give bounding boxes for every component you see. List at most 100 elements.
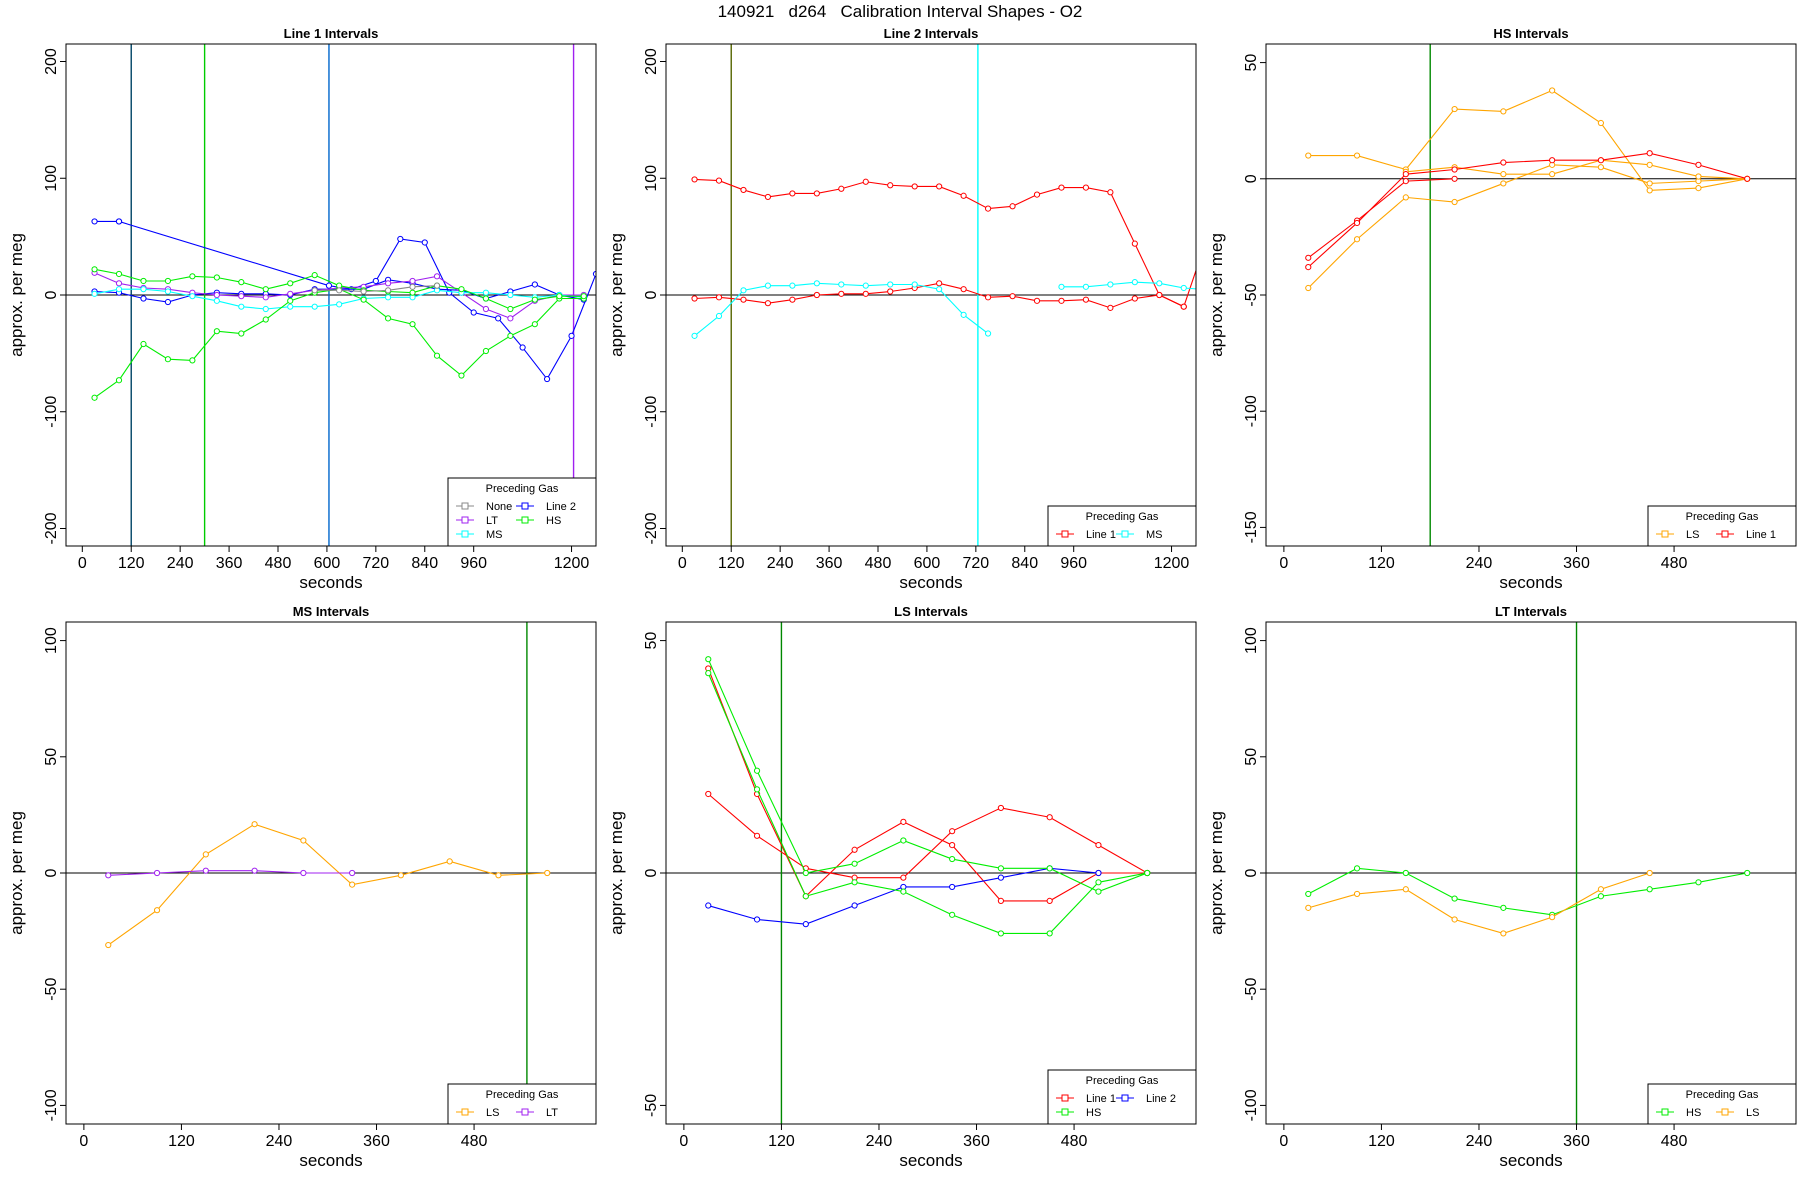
data-point (705, 790, 712, 798)
legend-label: MS (486, 529, 503, 541)
data-point (960, 192, 967, 199)
data-point (802, 869, 809, 877)
data-point (384, 280, 392, 287)
y-axis-label: approx. per meg (7, 233, 26, 357)
data-point (997, 865, 1005, 872)
data-point (91, 290, 98, 297)
series-ls-line (107, 823, 548, 946)
y-axis-label: approx. per meg (7, 811, 26, 935)
data-point (251, 867, 258, 874)
x-tick-label: 480 (1661, 555, 1688, 572)
data-point (1156, 280, 1163, 287)
data-point (1107, 281, 1114, 288)
x-tick-label: 240 (1466, 555, 1493, 572)
data-point (482, 305, 490, 313)
data-point (997, 897, 1005, 904)
data-point (213, 274, 220, 281)
data-point (1305, 904, 1312, 911)
x-tick-label: 0 (678, 555, 687, 572)
data-point (740, 287, 747, 294)
legend: Preceding Gas None Line 2 LT HS MS (447, 477, 597, 547)
y-axis-label: approx. per meg (1207, 233, 1226, 357)
y-tick-label: 100 (643, 165, 660, 192)
x-tick-label: 480 (1661, 1133, 1688, 1150)
data-point (705, 656, 712, 663)
data-point (202, 867, 209, 874)
data-point (1180, 303, 1187, 310)
panel-ls-intervals: LS Intervals 0 120 240 360 480 seconds -50 0 50 ap… (600, 600, 1200, 1178)
data-point (262, 305, 269, 313)
data-point (851, 879, 858, 886)
series-ms (691, 279, 1196, 339)
data-point (789, 296, 796, 303)
data-point (851, 860, 858, 867)
data-point (495, 872, 502, 879)
data-point (544, 869, 551, 877)
data-point (1744, 175, 1751, 182)
data-point (1597, 893, 1605, 900)
data-point (1451, 175, 1458, 182)
data-point (984, 294, 992, 301)
x-tick-label: 360 (1563, 1133, 1590, 1150)
x-axis-label: seconds (299, 573, 362, 592)
x-tick-label: 960 (460, 555, 487, 572)
data-point (1500, 159, 1507, 166)
data-point (115, 218, 123, 225)
y-tick-label: -200 (43, 512, 60, 544)
x-tick-label: 600 (314, 555, 341, 572)
data-point (1402, 178, 1409, 185)
data-point (202, 851, 209, 858)
legend-label: Line 1 (1086, 529, 1116, 541)
panel-line-1-intervals: Line 1 Intervals 0 120 240 360 480 600 720 840 96… (0, 22, 600, 600)
x-tick-label: 120 (718, 555, 745, 572)
data-point (1095, 879, 1102, 886)
plot-area (1266, 44, 1796, 546)
y-tick-label: 0 (43, 290, 60, 299)
data-point (838, 290, 845, 297)
series-hs-line (707, 672, 1148, 934)
data-point (238, 303, 245, 310)
data-point (1131, 279, 1138, 286)
data-point (887, 281, 894, 288)
chart-title: MS Intervals (293, 604, 370, 619)
data-point (1046, 865, 1053, 872)
data-point (887, 288, 894, 295)
data-point (960, 286, 967, 293)
data-point (740, 296, 747, 303)
legend-label: Line 1 (1086, 1093, 1116, 1105)
chart-svg: LS Intervals 0 120 240 360 480 seconds -50 0 50 ap… (607, 604, 1197, 1170)
data-point (164, 277, 172, 285)
data-point (1058, 283, 1065, 290)
x-tick-label: 360 (963, 1133, 990, 1150)
legend-swatch-marker (461, 502, 469, 510)
data-point (213, 291, 220, 299)
panel-lt-intervals: LT Intervals 0 120 240 360 480 seconds -100 -50 0… (1200, 600, 1800, 1178)
plot-area (666, 44, 1196, 546)
data-point (531, 281, 538, 288)
data-point (592, 270, 596, 278)
data-point (433, 282, 441, 289)
series-line-1 (705, 665, 1151, 904)
legend-label: HS (1086, 1107, 1101, 1119)
y-tick-label: 0 (1243, 868, 1260, 877)
x-tick-label: 120 (1368, 1133, 1395, 1150)
data-point (862, 178, 869, 185)
chart-title: HS Intervals (1493, 26, 1568, 41)
data-point (458, 286, 465, 293)
y-tick-label: -100 (1243, 395, 1260, 427)
legend-title: Preceding Gas (1086, 511, 1159, 523)
legend-label: Line 1 (1746, 529, 1776, 541)
data-point (140, 277, 147, 285)
chart-title: LT Intervals (1495, 604, 1567, 619)
chart-svg: Line 2 Intervals 0 120 240 360 480 600 720 840 96… (607, 26, 1197, 592)
data-point (1046, 930, 1053, 937)
y-tick-label: -100 (1243, 1089, 1260, 1121)
legend-entry-line-1: Line 1 (1056, 529, 1116, 541)
chart-svg: LT Intervals 0 120 240 360 480 seconds -100 -50 0… (1207, 604, 1797, 1170)
x-tick-label: 480 (865, 555, 892, 572)
data-point (1451, 916, 1458, 923)
data-point (1305, 152, 1312, 159)
data-point (1597, 157, 1605, 164)
x-tick-label: 120 (118, 555, 145, 572)
plot-area (666, 622, 1196, 1124)
